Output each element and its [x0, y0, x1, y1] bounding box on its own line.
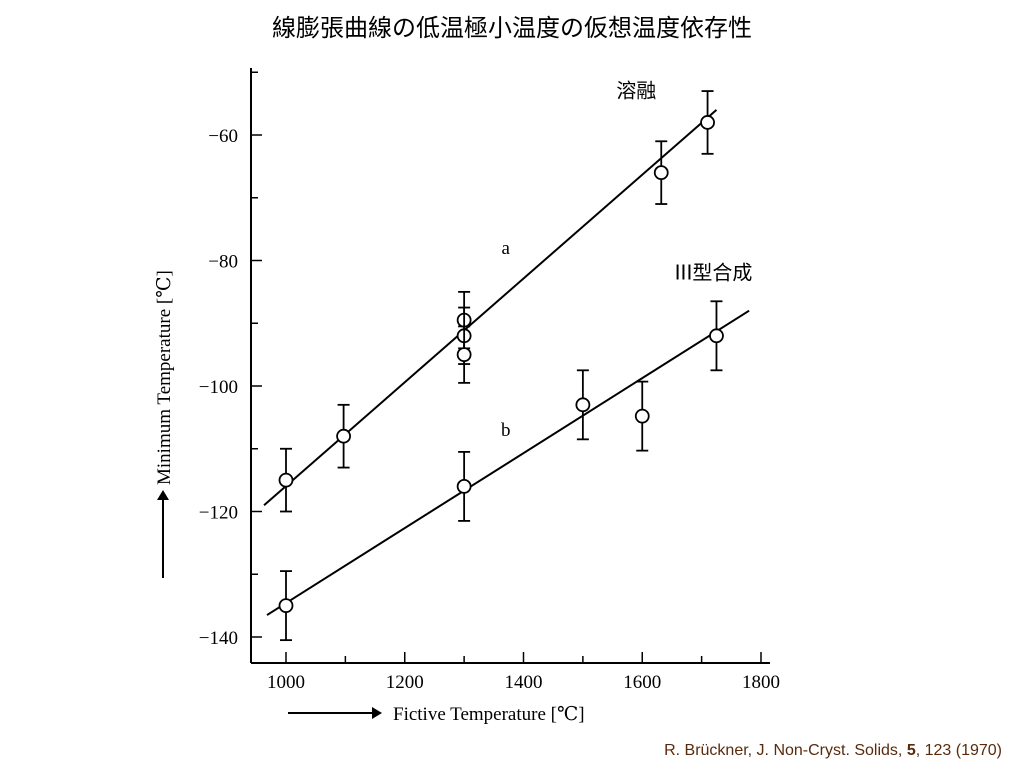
fit-lines	[263, 109, 750, 616]
x-axis-label-group: Fictive Temperature [℃]	[288, 704, 585, 725]
point-a	[278, 447, 294, 513]
y-tick-label: −100	[199, 377, 238, 398]
y-axis-arrowhead	[157, 490, 169, 500]
marker	[709, 328, 724, 344]
citation: R. Brückner, J. Non-Cryst. Solids, 5, 12…	[664, 742, 1002, 760]
marker	[456, 478, 472, 494]
fit-line-a	[263, 109, 718, 506]
marker	[456, 347, 472, 363]
y-axis-label: Minimum Temperature [℃]	[154, 270, 175, 485]
citation-authors: R. Brückner, J. Non-Cryst. Solids,	[664, 742, 907, 759]
x-tick-label: 1800	[742, 672, 780, 693]
x-axis-label: Fictive Temperature [℃]	[393, 704, 585, 725]
citation-pages: , 123 (1970)	[915, 742, 1002, 759]
point-a	[336, 403, 351, 469]
annotations: 溶融 a III型合成 b	[501, 78, 752, 441]
point-a	[456, 325, 472, 384]
point-a	[653, 140, 669, 205]
annotation-text: 溶融	[616, 78, 656, 102]
x-axis-arrowhead	[372, 707, 382, 719]
point-b	[278, 570, 294, 642]
marker	[278, 472, 294, 488]
y-tick-label: −140	[199, 628, 238, 649]
point-b	[456, 450, 472, 522]
y-tick-label: −60	[208, 126, 238, 147]
y-tick-label: −80	[208, 252, 238, 273]
data-points	[278, 90, 724, 642]
point-b	[709, 300, 724, 372]
annotation-text: III型合成	[675, 260, 753, 284]
marker	[336, 428, 351, 444]
marker	[278, 598, 294, 614]
marker	[634, 408, 650, 424]
y-axis-label-group: Minimum Temperature [℃]	[154, 270, 175, 578]
point-b	[575, 369, 591, 441]
point-a	[700, 90, 715, 155]
citation-volume: 5	[906, 742, 916, 759]
marker	[653, 165, 669, 181]
ticks: −60 −80 −100 −120 −140 1000 1200 1400 1600 1800	[199, 71, 780, 693]
point-b	[634, 380, 650, 452]
y-tick-label: −120	[199, 503, 238, 524]
slide-title: 線膨張曲線の低温極小温度の仮想温度依存性	[272, 14, 752, 42]
x-tick-label: 1200	[386, 672, 424, 693]
fit-line-b	[266, 309, 750, 616]
x-tick-label: 1000	[267, 672, 305, 693]
marker	[575, 397, 591, 413]
annotation-label-b: b	[501, 420, 511, 441]
annotation-label-a: a	[501, 238, 510, 259]
x-tick-label: 1600	[623, 672, 661, 693]
x-tick-label: 1400	[505, 672, 543, 693]
marker	[700, 115, 715, 130]
